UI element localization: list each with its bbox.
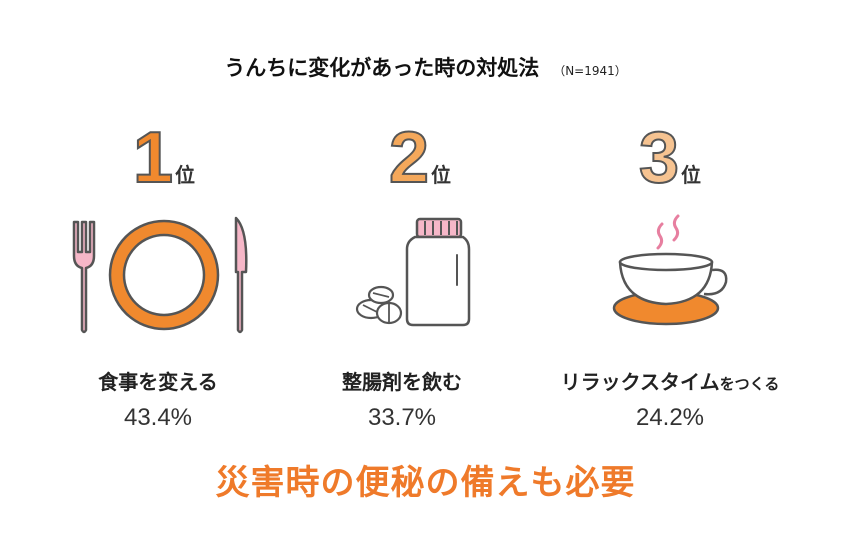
title-text: うんちに変化があった時の対処法 (224, 56, 540, 80)
rank-number: 3 (638, 118, 680, 198)
sample-size: （N=1941） (553, 64, 627, 78)
rank-suffix: 位 (681, 163, 702, 187)
page-title: うんちに変化があった時の対処法 （N=1941） (0, 52, 851, 82)
rank-number: 1 (132, 118, 174, 198)
coffee-cup-icon (612, 214, 728, 326)
label-text: 整腸剤を飲む (342, 370, 462, 394)
rank-number: 2 (388, 118, 430, 198)
percent-1: 43.4% (123, 404, 193, 431)
plate-fork-knife-icon (72, 216, 248, 334)
percent-3: 24.2% (635, 404, 705, 431)
percent-2: 33.7% (367, 404, 437, 431)
item-label-3: リラックスタイムをつくる (520, 366, 820, 395)
medicine-bottle-icon (355, 217, 471, 327)
rank-suffix: 位 (431, 163, 452, 187)
rank-suffix: 位 (175, 163, 196, 187)
item-label-2: 整腸剤を飲む (252, 366, 552, 395)
footer-message: 災害時の便秘の備えも必要 (215, 463, 636, 503)
label-suffix: をつくる (719, 375, 780, 393)
label-text: リラックスタイム (560, 370, 720, 394)
item-label-1: 食事を変える (8, 366, 308, 395)
label-text: 食事を変える (98, 370, 218, 394)
